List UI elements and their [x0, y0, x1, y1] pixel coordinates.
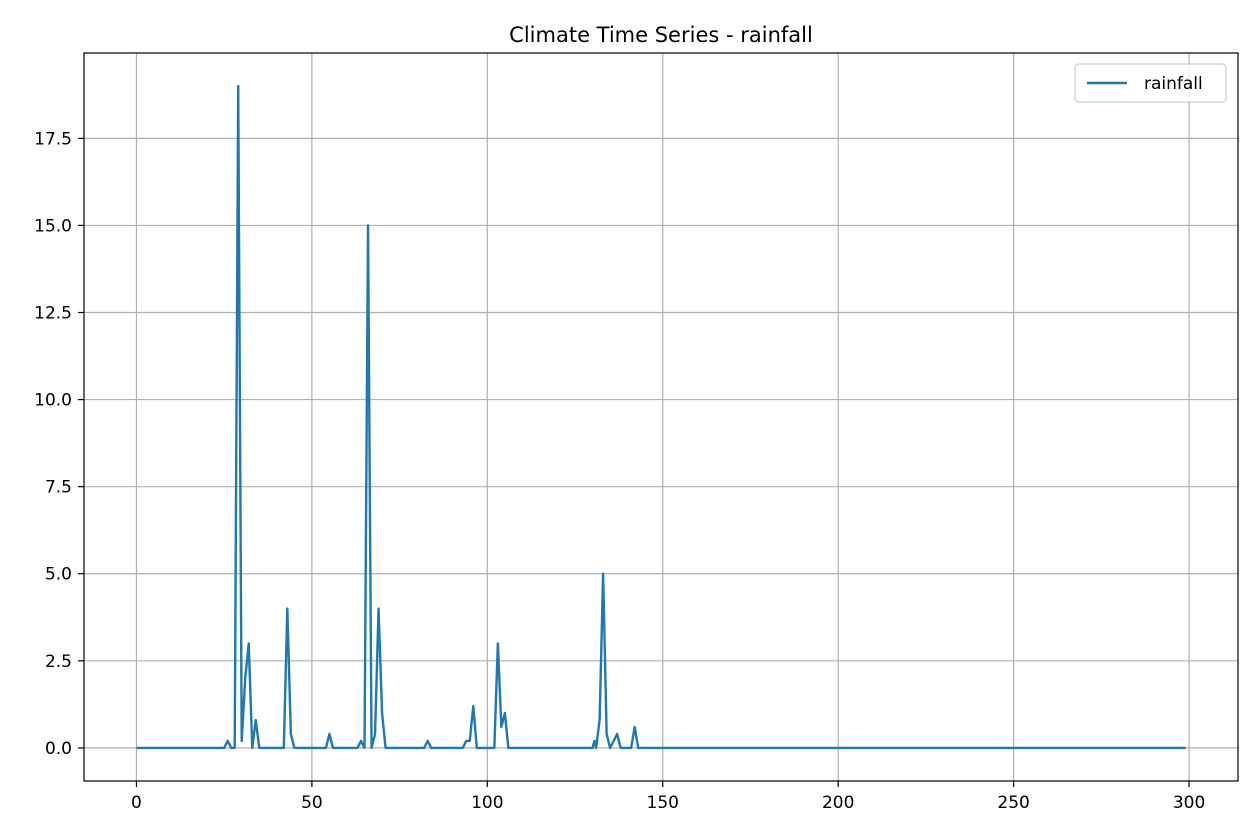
y-axis-ticks: 0.0 2.5 5.0 7.5 10.0 12.5 15.0 17.5: [34, 129, 84, 759]
chart-title: Climate Time Series - rainfall: [509, 23, 813, 47]
y-tick-label: 10.0: [34, 391, 72, 411]
x-tick-label: 0: [131, 793, 142, 813]
x-tick-label: 250: [997, 793, 1029, 813]
x-tick-label: 50: [301, 793, 323, 813]
series-line-rainfall: [136, 84, 1186, 750]
y-tick-label: 2.5: [45, 652, 72, 672]
y-tick-label: 5.0: [45, 565, 72, 585]
x-tick-label: 300: [1173, 793, 1205, 813]
y-tick-label: 15.0: [34, 216, 72, 236]
x-tick-label: 200: [822, 793, 854, 813]
legend-box: [1074, 63, 1227, 103]
y-tick-label: 7.5: [45, 478, 72, 498]
x-axis-ticks: 0 50 100 150 200 250 300: [131, 781, 1205, 813]
x-tick-label: 100: [471, 793, 503, 813]
legend: rainfall: [1074, 63, 1227, 103]
x-tick-label: 150: [647, 793, 679, 813]
legend-label: rainfall: [1144, 74, 1203, 94]
grid-lines: [84, 53, 1238, 781]
plot-frame: [83, 52, 1239, 782]
y-tick-label: 0.0: [45, 739, 72, 759]
y-tick-label: 17.5: [34, 129, 72, 149]
y-tick-label: 12.5: [34, 304, 72, 324]
series-layer: [136, 84, 1186, 750]
